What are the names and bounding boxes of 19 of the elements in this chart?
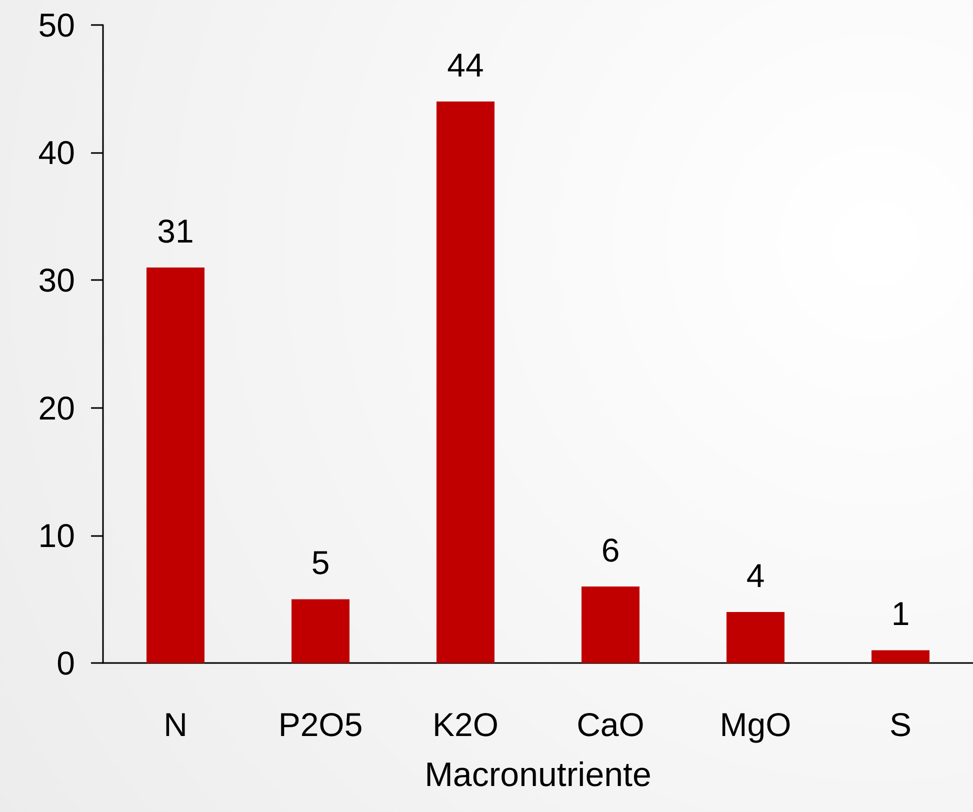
x-tick-label: MgO bbox=[720, 706, 792, 743]
data-label: 6 bbox=[601, 531, 620, 568]
y-tick-label: 50 bbox=[38, 6, 75, 44]
data-label: 5 bbox=[311, 544, 330, 582]
x-tick-label: CaO bbox=[576, 706, 644, 743]
x-tick-label: P2O5 bbox=[278, 706, 363, 743]
data-label: 1 bbox=[891, 595, 910, 632]
x-tick-label: S bbox=[889, 706, 912, 743]
y-tick-label: 10 bbox=[38, 516, 75, 554]
x-axis-title: Macronutriente bbox=[424, 756, 652, 794]
data-label: 31 bbox=[157, 212, 194, 250]
data-label: 4 bbox=[746, 556, 765, 594]
x-tick-label: K2O bbox=[432, 706, 499, 743]
y-tick-label: 30 bbox=[38, 262, 75, 299]
y-tick-label: 40 bbox=[38, 134, 75, 172]
y-tick-label: 0 bbox=[56, 644, 75, 682]
y-tick-label: 20 bbox=[38, 389, 75, 426]
data-label: 44 bbox=[447, 46, 484, 84]
x-tick-label: N bbox=[164, 706, 188, 743]
